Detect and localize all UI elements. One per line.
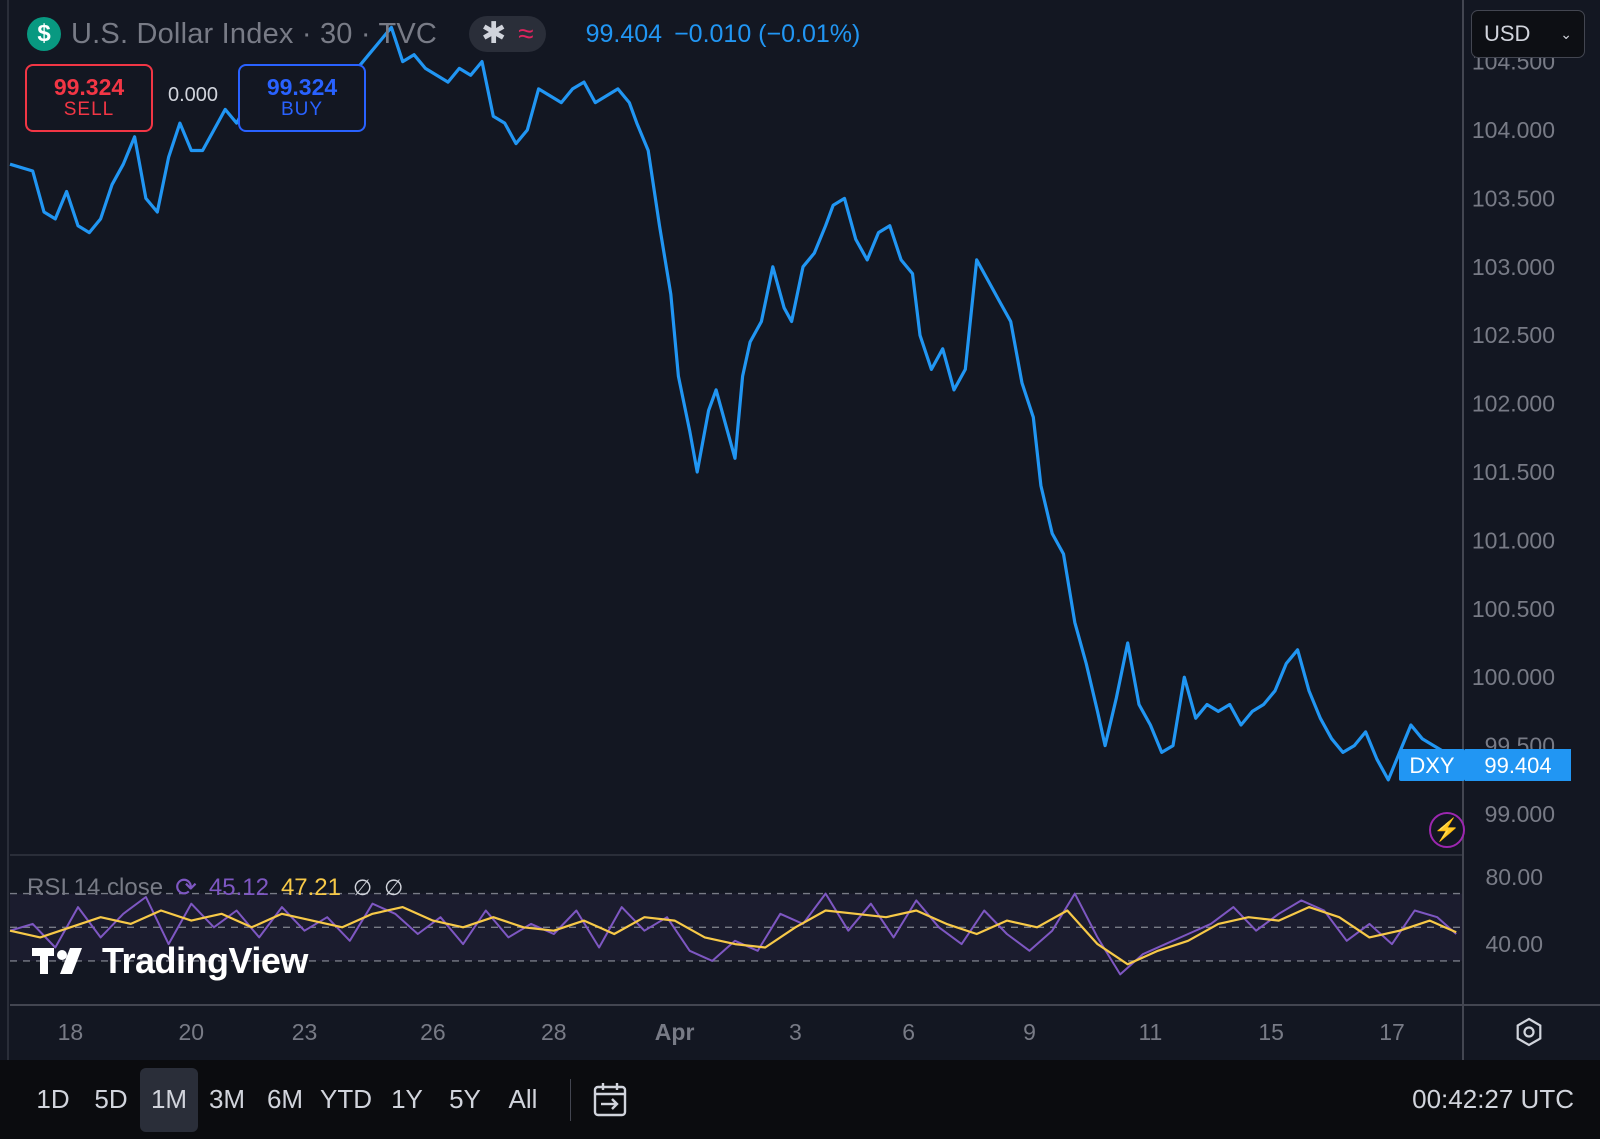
wave-icon: ≈	[518, 18, 534, 49]
time-axis-label: 6	[902, 1019, 915, 1045]
range-buttons: 1D 5D 1M 3M 6M YTD 1Y 5Y All	[24, 1060, 633, 1139]
price-tag-symbol: DXY	[1409, 753, 1455, 778]
last-price-tag: DXY 99.404	[1399, 749, 1571, 781]
calendar-goto-icon[interactable]	[589, 1078, 633, 1122]
time-axis[interactable]: 18 20 23 26 28 Apr 3 6 9 11 15 17	[58, 1019, 1405, 1045]
price-axis-label: 100.000	[1472, 664, 1555, 690]
range-button-6m[interactable]: 6M	[266, 1084, 304, 1114]
time-axis-label: 26	[420, 1019, 446, 1045]
price-axis-label: 100.500	[1472, 596, 1555, 622]
refresh-icon[interactable]: ⟳	[175, 872, 197, 902]
price-axis-label: 102.000	[1472, 391, 1555, 417]
watermark-text: TradingView	[102, 940, 308, 981]
market-status-pill[interactable]: ✱ ≈	[469, 16, 546, 52]
empty-value-icon: ∅	[353, 874, 373, 900]
rsi-indicator-label[interactable]: RSI 14 close	[27, 873, 164, 901]
price-axis-label: 99.000	[1485, 801, 1555, 827]
price-axis[interactable]: 104.500104.000103.500103.000102.500102.0…	[1472, 49, 1555, 827]
tradingview-watermark[interactable]: TradingView	[32, 940, 308, 982]
chart-background	[0, 0, 1600, 1060]
bottom-toolbar: 1D 5D 1M 3M 6M YTD 1Y 5Y All 00:42:27 UTC	[0, 1060, 1600, 1139]
range-button-1d[interactable]: 1D	[36, 1084, 70, 1114]
price-axis-label: 103.500	[1472, 185, 1555, 211]
rsi-axis-label: 80.00	[1485, 864, 1543, 890]
price-axis-label: 102.500	[1472, 322, 1555, 348]
price-axis-label: 104.000	[1472, 117, 1555, 143]
time-axis-label: Apr	[655, 1019, 695, 1045]
symbol-legend[interactable]: $ U.S. Dollar Index · 30 · TVC ✱ ≈ 99.40…	[27, 14, 860, 54]
price-axis-label: 101.000	[1472, 527, 1555, 553]
rsi-axis[interactable]: 80.00 40.00	[1485, 864, 1543, 957]
rsi-ma-line[interactable]	[9, 906, 1457, 966]
rsi-value: 45.12	[208, 873, 269, 901]
rsi-axis-label: 40.00	[1485, 931, 1543, 957]
price-tag-symbol-bg	[1399, 749, 1465, 781]
time-axis-label: 20	[179, 1019, 205, 1045]
range-button-all[interactable]: All	[508, 1084, 538, 1114]
price-readout: 99.404 −0.010 (−0.01%)	[586, 20, 861, 49]
time-axis-label: 18	[58, 1019, 84, 1045]
time-axis-label: 23	[292, 1019, 318, 1045]
buy-price: 99.324	[266, 73, 338, 100]
price-axis-label: 103.000	[1472, 254, 1555, 280]
sell-button[interactable]: 99.324 SELL	[25, 64, 153, 132]
time-axis-label: 11	[1138, 1019, 1162, 1045]
range-button-1m[interactable]: 1M	[140, 1067, 198, 1132]
range-button-5d[interactable]: 5D	[94, 1084, 128, 1114]
tradingview-logo-icon	[32, 948, 82, 974]
range-button-5y[interactable]: 5Y	[449, 1084, 481, 1114]
utc-clock[interactable]: 00:42:27 UTC	[1412, 1084, 1574, 1114]
price-change: −0.010 (−0.01%)	[674, 19, 861, 48]
price-tag-value-bg	[1465, 749, 1571, 781]
range-button-3m[interactable]: 3M	[208, 1084, 246, 1114]
range-button-ytd[interactable]: YTD	[320, 1084, 372, 1114]
chevron-down-icon: ⌄	[1560, 25, 1572, 42]
time-axis-label: 28	[541, 1019, 567, 1045]
time-axis-label: 9	[1023, 1019, 1036, 1045]
time-axis-label: 15	[1258, 1019, 1284, 1045]
range-button-1y[interactable]: 1Y	[391, 1084, 423, 1114]
lightning-icon[interactable]: ⚡	[1429, 812, 1465, 848]
price-tag-value: 99.404	[1484, 753, 1551, 778]
rsi-line[interactable]	[9, 892, 1457, 976]
last-price: 99.404	[585, 19, 663, 48]
rsi-ma-value: 47.21	[280, 873, 341, 901]
dollar-icon: $	[27, 17, 61, 51]
toolbar-divider	[570, 1078, 571, 1121]
currency-select[interactable]: USD ⌄	[1471, 10, 1585, 58]
time-axis-label: 3	[789, 1019, 802, 1045]
sell-price: 99.324	[53, 73, 125, 100]
time-axis-label: 17	[1379, 1019, 1405, 1045]
rsi-series[interactable]	[9, 892, 1457, 976]
chart-settings-icon[interactable]	[1516, 1017, 1542, 1047]
buy-button[interactable]: 99.324 BUY	[238, 64, 366, 132]
chart-canvas[interactable]: 104.500104.000103.500103.000102.500102.0…	[0, 0, 1600, 1060]
spread-value: 0.000	[168, 84, 219, 106]
buy-label: BUY	[280, 99, 324, 121]
sell-label: SELL	[63, 99, 115, 121]
asterisk-icon: ✱	[481, 17, 507, 50]
empty-value-icon: ∅	[384, 874, 404, 900]
rsi-legend[interactable]: RSI 14 close ⟳ 45.12 47.21 ∅ ∅	[27, 872, 403, 903]
symbol-title[interactable]: U.S. Dollar Index · 30 · TVC	[71, 17, 438, 50]
currency-value: USD	[1484, 21, 1531, 46]
price-axis-label: 101.500	[1472, 459, 1555, 485]
